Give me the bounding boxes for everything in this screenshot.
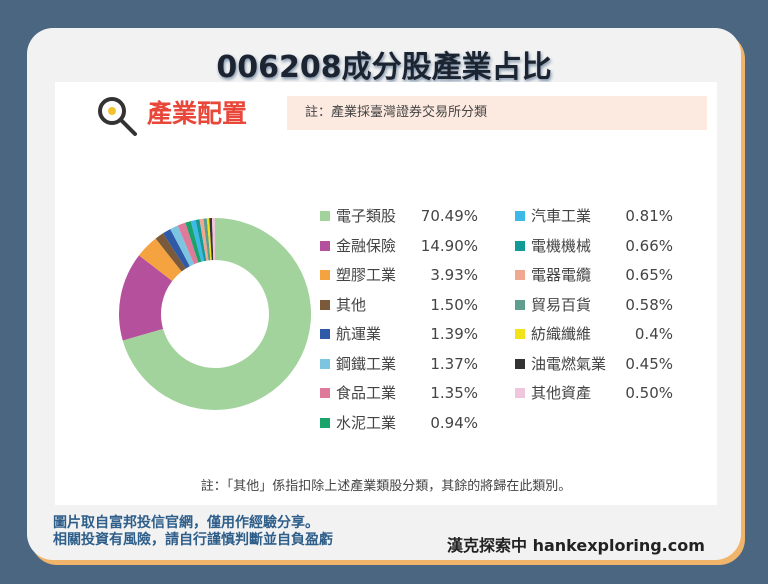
- legend-swatch: [515, 299, 525, 310]
- legend-label: 航運業: [336, 325, 382, 343]
- magnifier-icon: [98, 97, 137, 136]
- slice-5: [170, 225, 195, 267]
- legend-value: 1.35%: [430, 384, 478, 402]
- legend-swatch: [515, 211, 525, 221]
- legend-label: 水泥工業: [336, 413, 397, 432]
- legend-label: 食品工業: [336, 384, 397, 402]
- legend-value: 1.37%: [430, 354, 478, 373]
- slice-2: [138, 238, 182, 282]
- chart-panel: 產業配置 註：產業採臺灣證券交易所分類 電子類股 70.49% 金融保險 14.90%…: [55, 82, 717, 505]
- legend-item: 鋼鐵工業 1.37%: [320, 354, 478, 374]
- legend-label: 紡織纖維: [531, 325, 592, 343]
- legend-label: 鋼鐵工業: [336, 354, 397, 373]
- legend-swatch: [320, 299, 330, 310]
- legend-swatch: [320, 240, 330, 251]
- legend-value: 70.49%: [420, 207, 478, 225]
- legend-swatch: [515, 358, 525, 369]
- source-line-2: 相關投資有風險，請自行謹慎判斷並自負盈虧: [53, 532, 333, 548]
- legend-value: 0.65%: [625, 266, 673, 284]
- slice-3: [155, 233, 186, 272]
- legend-swatch: [320, 270, 330, 280]
- slice-14: [211, 218, 215, 261]
- legend-item: 電機機械 0.66%: [515, 236, 673, 256]
- legend-value: 1.50%: [430, 295, 478, 314]
- slice-6: [177, 222, 199, 265]
- legend-label: 其他: [336, 295, 367, 314]
- donut-chart: [118, 218, 311, 410]
- legend-swatch: [515, 329, 525, 339]
- legend-swatch: [320, 417, 330, 428]
- legend-swatch: [515, 388, 525, 398]
- slice-4: [163, 229, 190, 269]
- slice-8: [190, 219, 205, 262]
- legend-item: 紡織纖維 0.4%: [515, 324, 673, 344]
- slice-10: [199, 218, 209, 261]
- legend-label: 其他資產: [531, 384, 592, 402]
- legend-item: 汽車工業 0.81%: [515, 206, 673, 226]
- legend-label: 塑膠工業: [336, 266, 397, 284]
- other-note: 註：「其他」係指扣除上述產業類股分類，其餘的將歸在此類別。: [200, 479, 572, 494]
- legend-label: 汽車工業: [531, 207, 592, 225]
- legend-label: 電子類股: [336, 207, 397, 225]
- legend-value: 3.93%: [430, 266, 478, 284]
- source-note: 圖片取自富邦投信官網，僅用作經驗分享。 相關投資有風險，請自行謹慎判斷並自負盈虧: [53, 515, 333, 549]
- legend-label: 油電燃氣業: [531, 354, 607, 373]
- slice-11: [203, 218, 211, 261]
- legend-item: 金融保險 14.90%: [320, 236, 478, 256]
- legend-item: 電器電纜 0.65%: [515, 265, 673, 285]
- legend-item: 貿易百貨 0.58%: [515, 295, 673, 315]
- legend-item: 水泥工業 0.94%: [320, 413, 478, 433]
- legend-swatch: [515, 240, 525, 251]
- slice-1: [118, 255, 173, 341]
- legend-item: 其他 1.50%: [320, 295, 478, 315]
- legend-value: 0.66%: [625, 236, 673, 255]
- legend-swatch: [320, 211, 330, 221]
- card: 006208成分股產業占比 產業配置 註：產業採臺灣證券交易所分類 電子類股 70…: [27, 28, 741, 560]
- brand: 漢克探索中 hankexploring.com: [447, 536, 705, 555]
- legend-swatch: [515, 270, 525, 280]
- legend-item: 油電燃氣業 0.45%: [515, 354, 673, 374]
- slice-13: [209, 218, 214, 261]
- legend-item: 其他資產 0.50%: [515, 383, 673, 403]
- section-title: 產業配置: [147, 99, 248, 128]
- legend-label: 電機機械: [531, 236, 592, 255]
- slice-12: [206, 218, 212, 261]
- legend-item: 航運業 1.39%: [320, 324, 478, 344]
- legend-value: 0.81%: [625, 207, 673, 225]
- slice-7: [185, 221, 202, 263]
- legend-label: 金融保險: [336, 236, 397, 255]
- legend-value: 0.50%: [625, 384, 673, 402]
- legend-swatch: [320, 329, 330, 339]
- legend-value: 0.94%: [430, 413, 478, 432]
- legend-value: 14.90%: [420, 236, 478, 255]
- slice-9: [195, 219, 207, 262]
- legend-item: 電子類股 70.49%: [320, 206, 478, 226]
- source-line-1: 圖片取自富邦投信官網，僅用作經驗分享。: [53, 515, 319, 531]
- legend-value: 0.4%: [634, 325, 673, 343]
- slice-0: [122, 218, 311, 410]
- legend-item: 塑膠工業 3.93%: [320, 265, 478, 285]
- legend-value: 1.39%: [430, 325, 478, 343]
- legend-value: 0.58%: [625, 295, 673, 314]
- legend-swatch: [320, 358, 330, 369]
- classification-note: 註：產業採臺灣證券交易所分類: [287, 96, 707, 130]
- legend-value: 0.45%: [625, 354, 673, 373]
- legend-item: 食品工業 1.35%: [320, 383, 478, 403]
- page-title: 006208成分股產業占比: [216, 50, 552, 85]
- legend-label: 電器電纜: [531, 266, 592, 284]
- legend-label: 貿易百貨: [531, 295, 592, 314]
- legend-swatch: [320, 388, 330, 398]
